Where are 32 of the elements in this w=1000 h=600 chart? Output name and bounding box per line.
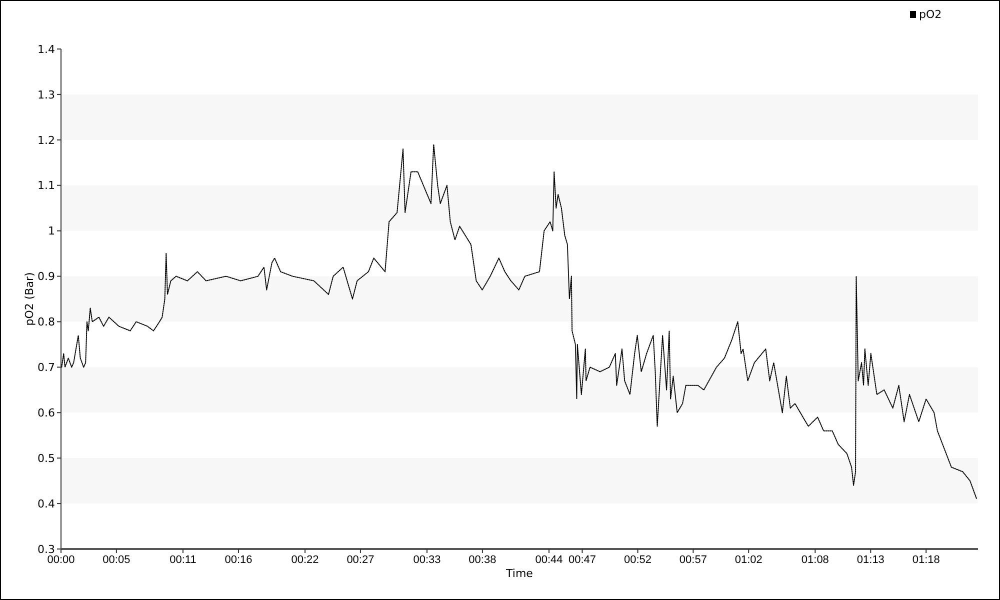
x-tick-label: 00:44 bbox=[535, 554, 563, 566]
y-tick-label: 0.3 bbox=[38, 542, 55, 556]
x-tick-label: 01:02 bbox=[734, 554, 762, 566]
y-tick-label: 0.4 bbox=[38, 497, 55, 510]
y-tick-label: 0.7 bbox=[38, 361, 55, 374]
x-tick-label: 00:52 bbox=[624, 554, 652, 566]
y-tick-label: 0.5 bbox=[38, 452, 55, 465]
x-tick-label: 01:18 bbox=[912, 554, 940, 566]
x-axis-title: Time bbox=[505, 567, 534, 580]
x-tick-label: 00:05 bbox=[102, 554, 130, 566]
x-tick-label: 01:13 bbox=[856, 554, 884, 566]
x-tick-label: 00:16 bbox=[224, 554, 252, 566]
y-tick-label: 1.2 bbox=[38, 134, 55, 147]
y-tick-label: 1.3 bbox=[38, 88, 55, 102]
x-tick-label: 00:00 bbox=[47, 554, 75, 566]
x-tick-label: 00:27 bbox=[346, 554, 374, 566]
legend-label: pO2 bbox=[919, 8, 942, 21]
y-tick-label: 1 bbox=[48, 224, 55, 238]
y-tick-label: 0.8 bbox=[38, 316, 55, 329]
x-tick-label: 01:08 bbox=[801, 554, 829, 566]
x-tick-label: 00:47 bbox=[568, 554, 596, 566]
x-tick-label: 00:33 bbox=[413, 554, 441, 566]
y-tick-label: 1.1 bbox=[38, 179, 55, 192]
line-series bbox=[61, 144, 978, 500]
x-tick-label: 00:38 bbox=[468, 554, 496, 566]
x-tick-label: 00:22 bbox=[291, 554, 319, 566]
y-tick-label: 1.4 bbox=[38, 42, 55, 56]
x-tick-label: 00:57 bbox=[679, 554, 707, 566]
y-tick-label: 0.9 bbox=[38, 270, 55, 284]
x-tick-label: 00:11 bbox=[170, 554, 196, 566]
y-tick-label: 0.6 bbox=[38, 406, 55, 420]
y-axis-title: pO2 (Bar) bbox=[23, 272, 36, 326]
